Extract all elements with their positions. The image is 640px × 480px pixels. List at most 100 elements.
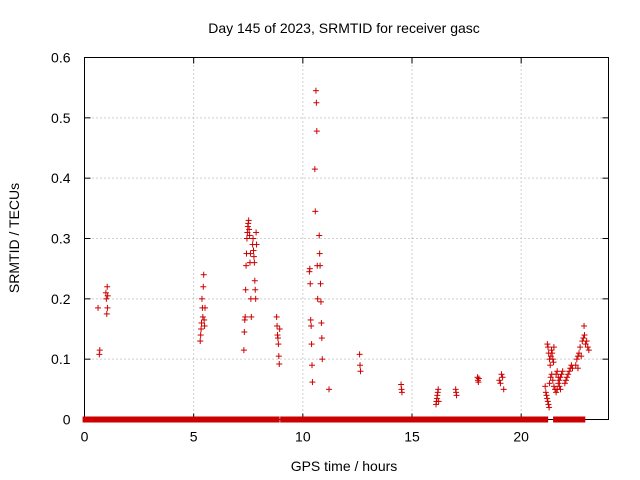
- data-point: [201, 316, 208, 323]
- baseline-marker-band: [566, 416, 579, 423]
- data-point: [200, 283, 207, 290]
- plot-frame: [84, 57, 609, 420]
- data-point: [554, 368, 561, 375]
- data-point: [497, 380, 504, 387]
- data-point: [202, 304, 209, 311]
- data-point: [561, 380, 568, 387]
- data-point: [475, 375, 482, 382]
- data-point: [248, 313, 255, 320]
- data-point: [549, 350, 556, 357]
- data-point: [453, 392, 460, 399]
- data-point: [572, 362, 579, 369]
- data-point: [553, 371, 560, 378]
- data-point: [549, 356, 556, 363]
- y-tick-label: 0.6: [51, 50, 71, 66]
- data-point: [309, 362, 316, 369]
- data-point: [398, 389, 405, 396]
- data-point: [312, 208, 319, 215]
- data-point: [544, 398, 551, 405]
- data-point: [547, 374, 554, 381]
- data-point: [435, 398, 442, 405]
- data-point: [546, 404, 553, 411]
- data-point: [201, 322, 208, 329]
- data-point: [557, 374, 564, 381]
- data-point: [566, 368, 573, 375]
- baseline-marker-band: [253, 416, 280, 423]
- data-point: [550, 359, 557, 366]
- baseline-marker-band: [82, 416, 164, 423]
- data-point: [317, 298, 324, 305]
- baseline-segment: [302, 416, 549, 423]
- data-point: [200, 271, 207, 278]
- data-point: [309, 379, 316, 386]
- data-point: [499, 374, 506, 381]
- data-point: [577, 344, 584, 351]
- data-point: [582, 341, 589, 348]
- x-tick-label: 20: [513, 429, 529, 445]
- data-point: [273, 313, 280, 320]
- baseline-segment: [553, 416, 568, 423]
- data-point: [555, 380, 562, 387]
- x-tick-label: 15: [404, 429, 420, 445]
- data-point: [544, 341, 551, 348]
- data-point: [197, 332, 204, 339]
- y-tick-label: 0: [63, 412, 71, 428]
- baseline-marker-band: [553, 416, 568, 423]
- data-point: [547, 362, 554, 369]
- data-point: [556, 383, 563, 390]
- data-point: [545, 401, 552, 408]
- data-point: [253, 241, 260, 248]
- data-point: [544, 395, 551, 402]
- data-point: [244, 229, 251, 236]
- data-point: [198, 319, 205, 326]
- data-point: [326, 386, 333, 393]
- data-point: [357, 362, 364, 369]
- data-point: [557, 386, 564, 393]
- data-point: [314, 295, 321, 302]
- baseline-segment: [82, 416, 164, 423]
- y-tick-label: 0.1: [51, 351, 71, 367]
- data-point: [317, 280, 324, 287]
- x-axis-title: GPS time / hours: [291, 458, 398, 474]
- grid: [84, 57, 609, 420]
- data-point: [276, 326, 283, 332]
- baseline-segment: [253, 416, 280, 423]
- data-point: [553, 389, 560, 396]
- data-point: [543, 392, 550, 399]
- data-point: [241, 329, 248, 336]
- data-point: [246, 232, 253, 239]
- data-point: [580, 335, 587, 342]
- baseline-marker-band: [302, 416, 549, 423]
- data-point: [574, 365, 581, 372]
- data-point: [312, 87, 319, 94]
- data-point: [308, 322, 315, 329]
- data-point: [316, 232, 323, 239]
- data-point: [313, 99, 320, 106]
- data-point: [564, 374, 571, 381]
- y-tick-label: 0.5: [51, 110, 71, 126]
- data-point: [357, 368, 364, 375]
- x-tick-label: 10: [295, 429, 311, 445]
- baseline-markers: [82, 416, 586, 423]
- axis-ticks: 0 0.1 0.2 0.3 0.4 0.5 0.6 0 5 10 15 20: [51, 50, 609, 445]
- data-point: [498, 371, 505, 378]
- data-point: [578, 353, 585, 360]
- data-point: [500, 386, 507, 393]
- data-point: [550, 383, 557, 390]
- data-point: [251, 259, 258, 266]
- data-point: [573, 356, 580, 363]
- data-point: [319, 356, 326, 363]
- x-tick-label: 5: [190, 429, 198, 445]
- data-point: [569, 365, 576, 372]
- baseline-marker-band: [190, 416, 258, 423]
- baseline-marker-band: [280, 416, 306, 423]
- data-point: [308, 341, 315, 348]
- data-point: [246, 226, 253, 233]
- data-point: [581, 332, 588, 339]
- data-point: [243, 262, 250, 269]
- data-point: [356, 351, 363, 358]
- data-point: [242, 286, 249, 293]
- x-tick-label: 0: [81, 429, 89, 445]
- baseline-marker-band: [574, 416, 586, 423]
- data-point: [549, 377, 556, 384]
